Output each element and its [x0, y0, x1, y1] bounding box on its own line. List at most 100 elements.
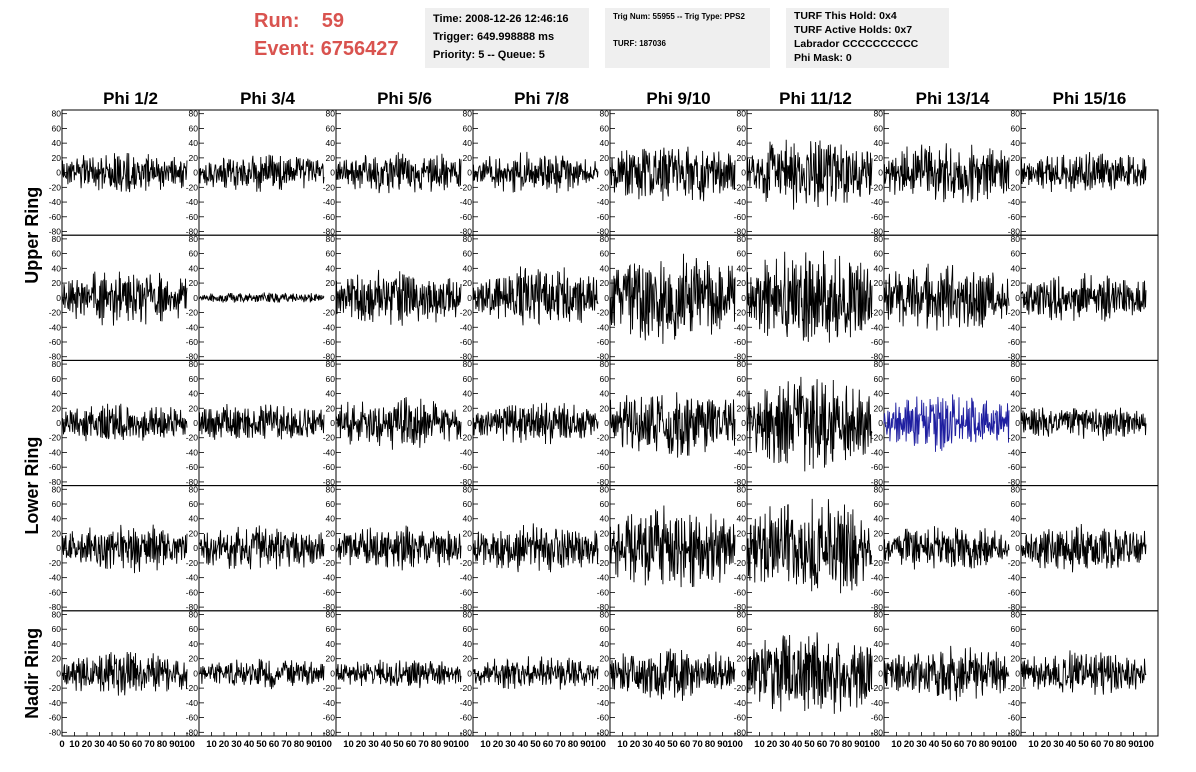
- y-tick-label: -40: [734, 197, 747, 207]
- y-tick-label: 0: [467, 168, 472, 178]
- y-tick-label: -20: [1008, 433, 1021, 443]
- y-tick-label: 60: [326, 499, 336, 509]
- y-tick-label: -20: [323, 683, 336, 693]
- y-tick-label: 60: [189, 374, 199, 384]
- y-tick-label: -20: [186, 433, 199, 443]
- column-header: Phi 1/2: [103, 89, 158, 108]
- y-tick-label: 40: [463, 514, 473, 524]
- trigger-line: Trigger: 649.998888 ms: [433, 31, 555, 43]
- waveform-trace: [472, 523, 599, 573]
- x-tick-label: 90: [306, 739, 317, 750]
- y-tick-label: 40: [189, 389, 199, 399]
- y-tick-label: -20: [597, 558, 610, 568]
- y-tick-label: 20: [1011, 654, 1021, 664]
- y-tick-label: 0: [1015, 418, 1020, 428]
- y-tick-label: 40: [189, 263, 199, 273]
- x-tick-label: 80: [157, 739, 168, 750]
- y-tick-label: 20: [326, 153, 336, 163]
- waveform-trace: [1020, 407, 1147, 441]
- y-tick-label: 80: [326, 109, 336, 119]
- x-tick-label: 100: [864, 739, 880, 750]
- x-tick-label: 40: [244, 739, 255, 750]
- column-header: Phi 15/16: [1053, 89, 1127, 108]
- y-tick-label: -80: [49, 352, 62, 362]
- y-tick-label: -80: [460, 477, 473, 487]
- y-tick-label: 60: [600, 123, 610, 133]
- y-tick-label: -60: [323, 212, 336, 222]
- y-tick-label: 60: [326, 123, 336, 133]
- y-tick-label: 40: [874, 389, 884, 399]
- waveform-trace: [61, 524, 188, 574]
- y-tick-label: 20: [600, 654, 610, 664]
- y-tick-label: 80: [326, 234, 336, 244]
- y-tick-label: -20: [460, 308, 473, 318]
- y-tick-label: 40: [874, 514, 884, 524]
- y-tick-label: -60: [734, 587, 747, 597]
- y-tick-label: -40: [49, 197, 62, 207]
- waveform-trace: [472, 402, 599, 445]
- y-tick-label: -40: [323, 573, 336, 583]
- y-tick-label: -60: [871, 212, 884, 222]
- y-tick-label: -20: [49, 683, 62, 693]
- y-tick-label: 80: [189, 109, 199, 119]
- y-tick-label: -60: [597, 587, 610, 597]
- y-tick-label: 0: [741, 418, 746, 428]
- x-tick-label: 30: [231, 739, 242, 750]
- y-tick-label: 20: [1011, 278, 1021, 288]
- y-tick-label: 60: [1011, 374, 1021, 384]
- waveform-trace: [883, 645, 1010, 702]
- y-tick-label: -60: [460, 337, 473, 347]
- x-tick-label: 40: [792, 739, 803, 750]
- column-header: Phi 9/10: [646, 89, 710, 108]
- y-tick-label: -60: [734, 713, 747, 723]
- y-tick-label: 0: [1015, 543, 1020, 553]
- y-tick-label: -80: [597, 227, 610, 237]
- y-tick-label: 0: [878, 668, 883, 678]
- y-tick-label: 40: [737, 389, 747, 399]
- y-tick-label: 80: [874, 234, 884, 244]
- y-tick-label: -40: [49, 698, 62, 708]
- y-tick-label: 20: [874, 153, 884, 163]
- x-tick-label: 100: [727, 739, 743, 750]
- x-tick-label: 90: [1128, 739, 1139, 750]
- waveform-trace: [883, 394, 1010, 452]
- trig-num-line: Trig Num: 55955 -- Trig Type: PPS2: [613, 12, 745, 21]
- y-tick-label: 80: [600, 234, 610, 244]
- y-tick-label: -60: [597, 462, 610, 472]
- y-tick-label: -60: [1008, 587, 1021, 597]
- y-tick-label: -80: [871, 727, 884, 737]
- y-tick-label: -40: [597, 322, 610, 332]
- y-tick-label: 60: [1011, 499, 1021, 509]
- y-tick-label: -60: [734, 462, 747, 472]
- waveform-trace: [609, 505, 736, 588]
- y-tick-label: 60: [189, 123, 199, 133]
- y-tick-label: 80: [600, 109, 610, 119]
- priority-line: Priority: 5 -- Queue: 5: [433, 49, 545, 61]
- y-tick-label: 20: [463, 654, 473, 664]
- y-tick-label: 20: [52, 278, 62, 288]
- x-tick-label: 80: [431, 739, 442, 750]
- x-tick-label: 10: [891, 739, 902, 750]
- y-tick-label: -20: [49, 433, 62, 443]
- y-tick-label: 0: [330, 543, 335, 553]
- y-tick-label: 60: [874, 499, 884, 509]
- y-tick-label: -80: [323, 727, 336, 737]
- y-tick-label: 0: [741, 168, 746, 178]
- x-tick-label: 40: [655, 739, 666, 750]
- y-tick-label: 20: [52, 654, 62, 664]
- y-tick-label: -20: [49, 182, 62, 192]
- y-tick-label: -20: [871, 558, 884, 568]
- y-tick-label: 80: [737, 484, 747, 494]
- y-tick-label: -60: [597, 337, 610, 347]
- y-tick-label: 80: [1011, 609, 1021, 619]
- y-tick-label: 80: [52, 609, 62, 619]
- y-tick-label: -20: [460, 683, 473, 693]
- y-tick-label: -40: [323, 197, 336, 207]
- y-tick-label: 0: [467, 543, 472, 553]
- y-tick-label: 0: [1015, 293, 1020, 303]
- time-info-panel: Time: 2008-12-26 12:46:16 Trigger: 649.9…: [425, 8, 589, 68]
- y-tick-label: 0: [741, 668, 746, 678]
- y-tick-label: -80: [871, 227, 884, 237]
- y-tick-label: 80: [326, 484, 336, 494]
- y-tick-label: -60: [1008, 713, 1021, 723]
